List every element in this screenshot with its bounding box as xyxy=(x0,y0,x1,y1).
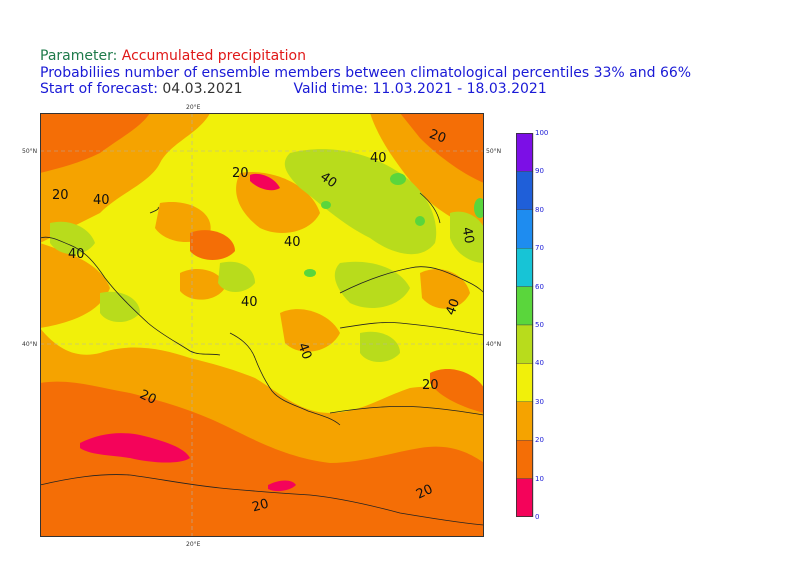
legend-label: 100 xyxy=(535,129,549,137)
contour-label: 40 xyxy=(284,235,301,250)
contour-label: 20 xyxy=(137,387,158,408)
valid-label: Valid time: xyxy=(293,81,369,97)
contour-label: 40 xyxy=(294,341,314,362)
legend-label: 50 xyxy=(535,321,544,329)
parameter-line: Parameter: Accumulated precipitation xyxy=(40,48,306,64)
graticule xyxy=(40,113,484,537)
field-dark-orange xyxy=(40,113,484,537)
coastlines xyxy=(40,192,484,526)
parameter-label: Parameter: xyxy=(40,48,118,64)
contour-label: 20 xyxy=(232,166,249,181)
description-line: Probabiliies number of ensemble members … xyxy=(40,65,692,81)
legend-swatch xyxy=(516,324,534,364)
legend-swatch xyxy=(516,286,534,326)
contour-label: 20 xyxy=(251,497,271,516)
valid-value: 11.03.2021 - 18.03.2021 xyxy=(372,81,547,97)
contour-labels: 20 40 20 40 40 20 40 40 40 40 40 20 40 2… xyxy=(52,127,476,515)
lat-tick-50-left: 50°N xyxy=(22,148,38,155)
field-green xyxy=(304,173,484,277)
contour-label: 40 xyxy=(93,193,110,208)
legend-swatch xyxy=(516,209,534,249)
legend-swatch xyxy=(516,478,534,517)
legend-swatch xyxy=(516,133,534,172)
legend-swatch xyxy=(516,401,534,441)
legend-label: 0 xyxy=(535,513,540,521)
lon-tick-bottom: 20°E xyxy=(186,541,201,548)
field-magenta xyxy=(80,173,296,492)
contour-label: 40 xyxy=(459,226,477,245)
legend-label: 10 xyxy=(535,474,544,483)
legend-label: 80 xyxy=(535,205,544,214)
start-label: Start of forecast: xyxy=(40,81,158,97)
lat-tick-40-left: 40°N xyxy=(22,341,38,348)
map-frame xyxy=(40,113,484,537)
time-line: Start of forecast: 04.03.2021 Valid time… xyxy=(40,81,547,97)
legend-swatch xyxy=(516,363,534,402)
contour-label: 20 xyxy=(427,127,448,147)
legend-label: 90 xyxy=(535,167,544,176)
contour-label: 40 xyxy=(443,297,463,318)
legend-label: 70 xyxy=(535,244,544,253)
contour-label: 40 xyxy=(370,151,387,166)
contour-label: 20 xyxy=(52,188,69,203)
contour-label: 20 xyxy=(422,378,439,393)
legend-swatch xyxy=(516,171,534,211)
legend-label: 30 xyxy=(535,397,544,406)
legend-label: 60 xyxy=(535,282,544,291)
legend-label: 40 xyxy=(535,359,544,368)
lat-tick-50-right: 50°N xyxy=(486,148,502,155)
contour-label: 20 xyxy=(414,482,435,503)
lon-tick-top: 20°E xyxy=(186,104,201,111)
probability-map: 20 40 20 40 40 20 40 40 40 40 40 20 40 2… xyxy=(40,113,484,537)
lat-tick-40-right: 40°N xyxy=(486,341,502,348)
contour-label: 40 xyxy=(241,295,258,310)
legend-swatch xyxy=(516,247,534,287)
start-value: 04.03.2021 xyxy=(162,81,243,97)
parameter-value: Accumulated precipitation xyxy=(121,48,306,64)
legend-label: 20 xyxy=(535,436,544,445)
contour-label: 40 xyxy=(68,247,85,262)
color-legend xyxy=(516,133,534,517)
legend-swatch xyxy=(516,440,534,479)
